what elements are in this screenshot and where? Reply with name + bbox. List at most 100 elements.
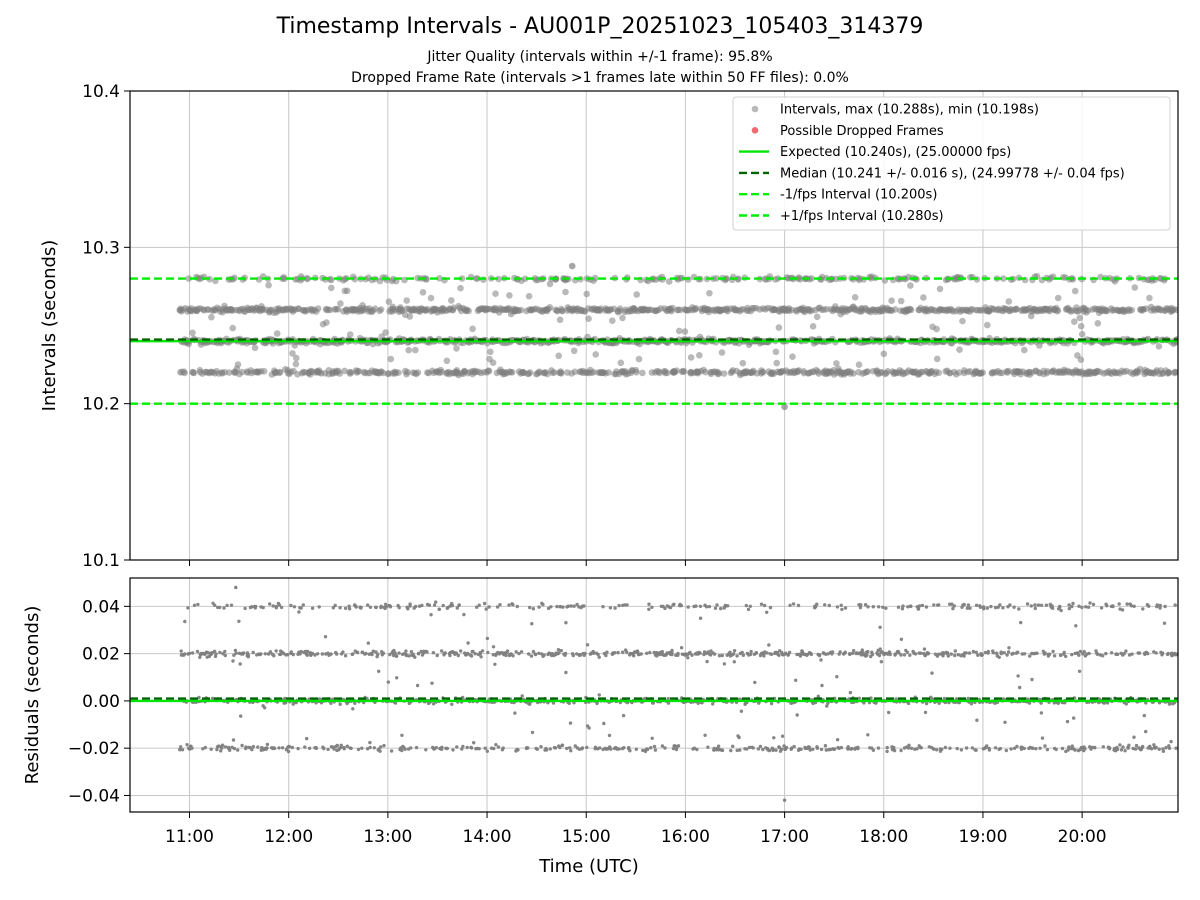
data-point (196, 602, 200, 607)
data-point (808, 748, 812, 752)
data-point (652, 744, 657, 749)
data-point (445, 746, 449, 751)
data-point (460, 747, 464, 751)
data-point (478, 651, 482, 656)
data-point (694, 604, 698, 608)
data-point (483, 746, 487, 750)
data-point (878, 625, 882, 629)
data-point (465, 745, 469, 750)
data-point (1078, 649, 1083, 654)
data-point (639, 369, 646, 377)
data-point (668, 605, 673, 610)
data-point (572, 604, 576, 608)
data-point (916, 606, 921, 611)
data-point (526, 746, 530, 750)
data-point (959, 317, 966, 325)
data-point (338, 702, 342, 706)
data-point (276, 368, 284, 376)
data-point (1101, 745, 1106, 749)
data-point (557, 370, 565, 377)
data-point (933, 325, 940, 333)
data-point (187, 651, 192, 656)
data-point (368, 745, 372, 750)
data-point (707, 604, 712, 609)
data-point (431, 702, 436, 706)
data-point (477, 603, 481, 607)
data-point (374, 650, 378, 654)
data-point (808, 275, 815, 282)
data-point (780, 747, 784, 751)
data-point (891, 306, 899, 313)
data-point (591, 649, 595, 654)
data-point (698, 651, 702, 655)
data-point (1067, 603, 1071, 607)
data-point (819, 747, 824, 752)
data-point (310, 651, 315, 656)
data-point (998, 746, 1003, 751)
data-point (833, 360, 840, 367)
data-point (675, 327, 683, 335)
data-point (952, 604, 956, 608)
legend-entry: +1/fps Interval (10.280s) (739, 209, 944, 224)
data-point (908, 653, 912, 657)
data-point (673, 367, 681, 375)
data-point (508, 369, 516, 376)
data-point (280, 746, 285, 750)
legend: Intervals, max (10.288s), min (10.198s) P… (732, 96, 1171, 231)
data-point (253, 606, 257, 610)
data-point (563, 651, 568, 656)
data-point (1105, 604, 1109, 608)
y-tick-label: 0.00 (82, 692, 120, 712)
data-point (1059, 608, 1063, 613)
data-point (772, 348, 780, 356)
data-point (322, 746, 326, 751)
data-point (313, 653, 317, 657)
data-point (686, 605, 690, 609)
data-point (1070, 652, 1074, 657)
data-point (720, 370, 728, 377)
data-point (901, 604, 905, 608)
data-point (240, 743, 244, 748)
data-point (377, 669, 381, 673)
data-point (320, 652, 325, 656)
data-point (907, 306, 915, 314)
data-point (409, 650, 414, 654)
data-point (1083, 747, 1087, 751)
data-point (922, 647, 927, 651)
x-tick-label: 20:00 (1058, 827, 1107, 847)
data-point (713, 275, 720, 282)
y-tick-label: −0.02 (68, 739, 120, 759)
legend-entry: -1/fps Interval (10.200s) (739, 188, 937, 203)
data-point (531, 649, 536, 654)
data-point (359, 605, 363, 610)
data-point (907, 282, 914, 289)
data-point (991, 651, 996, 655)
data-point (404, 653, 409, 658)
data-point (795, 713, 799, 717)
data-point (1066, 748, 1070, 752)
data-point (347, 604, 351, 608)
data-point (290, 745, 295, 750)
data-point (1158, 606, 1162, 610)
data-point (706, 289, 713, 297)
data-point (341, 650, 345, 654)
data-point (370, 652, 374, 657)
data-point (568, 746, 572, 750)
data-point (537, 651, 541, 655)
data-point (784, 745, 789, 750)
data-point (404, 368, 411, 376)
data-point (1040, 736, 1045, 740)
data-point (887, 710, 891, 715)
data-point (337, 300, 344, 307)
data-point (1070, 744, 1075, 748)
data-point (1056, 701, 1061, 705)
data-point (561, 605, 565, 609)
data-point (716, 744, 721, 748)
data-point (231, 659, 235, 663)
data-point (198, 655, 202, 659)
data-point (400, 733, 404, 737)
data-point (397, 605, 401, 610)
data-point (443, 357, 451, 365)
data-point (323, 319, 330, 326)
data-point (696, 701, 700, 705)
